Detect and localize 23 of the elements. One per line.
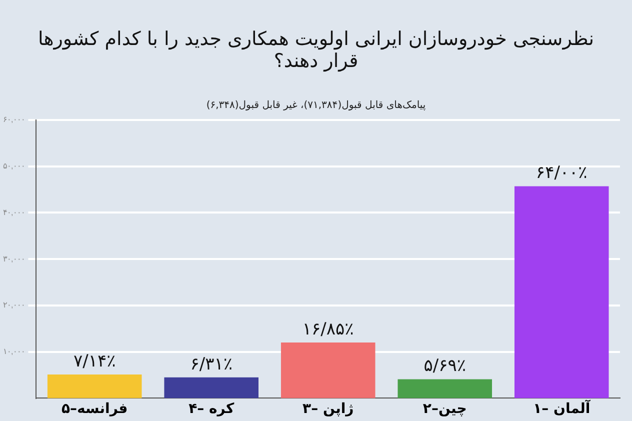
y-tick-label: ۶۰,۰۰۰ xyxy=(2,115,26,124)
x-tick-label: ۳– ژاپن xyxy=(302,401,354,418)
chart-title: نظرسنجی خودروسازان ایرانی اولویت همکاری جدید را با کدام کشورها قرار دهند؟ xyxy=(36,28,596,72)
x-tick-label: ۱– آلمان xyxy=(533,399,592,418)
data-label: ۶/۳۱٪ xyxy=(190,354,232,374)
x-tick-label: ۲–چین xyxy=(422,401,467,418)
y-tick-label: ۵۰,۰۰۰ xyxy=(2,162,26,171)
bar xyxy=(47,374,142,398)
bar xyxy=(398,379,492,398)
data-label: ۵/۶۹٪ xyxy=(424,356,466,376)
bar xyxy=(514,186,609,398)
x-tick-label: ۵–فرانسه xyxy=(61,401,128,418)
y-tick-label: ۱۰,۰۰۰ xyxy=(2,347,26,356)
bar xyxy=(280,342,376,398)
data-label: ۷/۱۴٪ xyxy=(73,351,116,372)
bar xyxy=(164,377,258,398)
chart-subtitle: پیامک‌های قابل قبول(۷۱,۳۸۴)، غیر قابل قبول(۶,۳۴۸) xyxy=(205,100,427,111)
y-tick-label: ۲۰,۰۰۰ xyxy=(2,300,26,310)
y-tick-label: ۴۰,۰۰۰ xyxy=(2,208,26,217)
x-tick-label: ۴– کره xyxy=(188,401,235,418)
y-tick-label: ۳۰,۰۰۰ xyxy=(2,254,26,264)
data-label: ۶۴/۰۰٪ xyxy=(536,163,588,184)
data-label: ۱۶/۸۵٪ xyxy=(302,319,354,340)
